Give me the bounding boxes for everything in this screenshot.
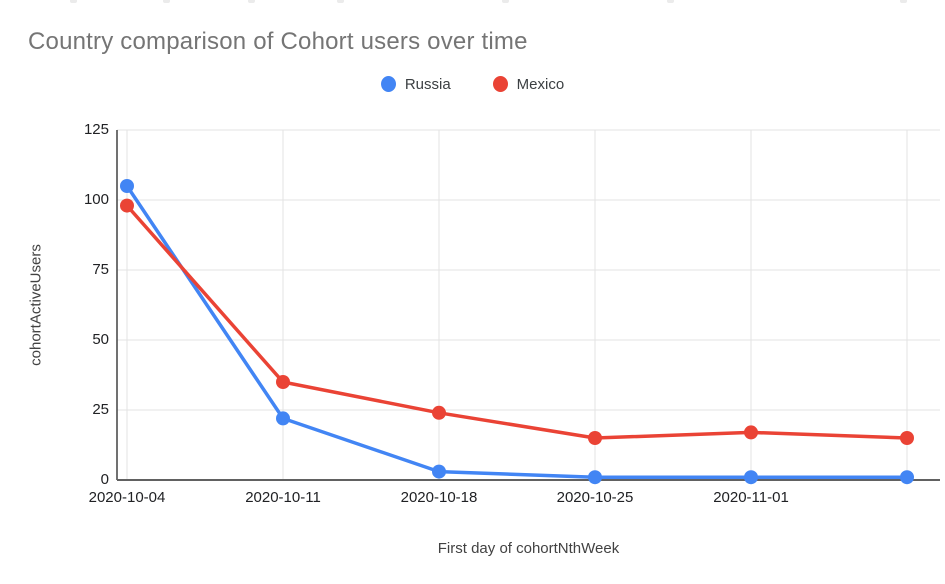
x-tick-label: 2020-11-01 xyxy=(713,489,789,506)
top-edge-artifacts xyxy=(0,0,945,3)
data-point-mexico-5[interactable] xyxy=(900,431,914,445)
y-tick-label: 25 xyxy=(92,401,109,418)
x-tick-label: 2020-10-18 xyxy=(400,489,478,506)
data-point-russia-0[interactable] xyxy=(120,179,134,193)
legend-label-mexico: Mexico xyxy=(516,75,565,93)
y-tick-label: 50 xyxy=(92,331,109,348)
x-tick-label: 2020-10-25 xyxy=(556,489,634,506)
data-point-mexico-4[interactable] xyxy=(744,425,758,440)
y-tick-label: 0 xyxy=(100,471,109,488)
data-point-mexico-0[interactable] xyxy=(120,198,134,213)
y-axis-title: cohortActiveUsers xyxy=(27,244,45,366)
legend-item-mexico: Mexico xyxy=(492,75,565,93)
data-point-russia-3[interactable] xyxy=(588,470,602,485)
chart-title: Country comparison of Cohort users over … xyxy=(28,28,528,55)
series-line-mexico xyxy=(125,203,909,440)
data-point-russia-2[interactable] xyxy=(432,464,446,479)
x-tick-label: 2020-10-04 xyxy=(88,489,166,506)
data-point-russia-4[interactable] xyxy=(744,470,758,485)
data-point-russia-1[interactable] xyxy=(276,411,290,426)
legend-label-russia: Russia xyxy=(404,75,451,93)
data-point-russia-5[interactable] xyxy=(900,470,914,485)
y-tick-label: 75 xyxy=(92,261,109,278)
legend: Russia Mexico xyxy=(0,72,945,96)
x-tick-label: 2020-10-11 xyxy=(245,489,321,506)
legend-dot-russia-icon xyxy=(380,76,396,92)
y-tick-label: 125 xyxy=(83,121,109,138)
x-axis-title: First day of cohortNthWeek xyxy=(437,540,620,557)
y-tick-label: 100 xyxy=(83,191,109,208)
data-point-mexico-2[interactable] xyxy=(432,405,446,420)
legend-dot-mexico-icon xyxy=(492,76,508,92)
legend-item-russia: Russia xyxy=(380,75,451,93)
data-point-mexico-1[interactable] xyxy=(276,375,290,389)
series-line-russia xyxy=(125,184,909,479)
data-point-mexico-3[interactable] xyxy=(588,431,602,445)
